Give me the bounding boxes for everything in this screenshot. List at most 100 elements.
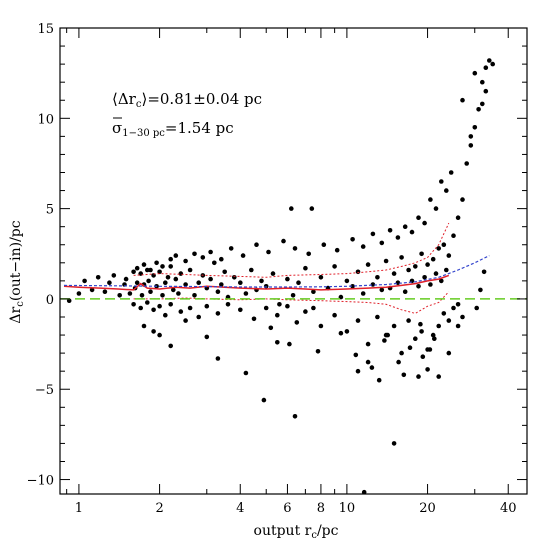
data-point: [370, 231, 376, 237]
data-point: [391, 271, 397, 276]
data-point: [474, 305, 480, 311]
data-point: [396, 359, 401, 365]
data-point: [416, 284, 421, 289]
data-point: [468, 143, 474, 148]
data-point: [251, 316, 257, 322]
data-point: [89, 287, 95, 293]
data-point: [406, 267, 411, 273]
data-point: [296, 280, 301, 286]
data-point: [148, 267, 153, 273]
data-point: [413, 336, 418, 342]
data-point: [243, 370, 249, 376]
data-point: [401, 372, 407, 378]
data-point: [287, 341, 292, 347]
data-point: [157, 332, 162, 338]
data-point: [460, 97, 465, 103]
x-tick-label: 6: [283, 501, 291, 516]
data-point: [306, 251, 312, 257]
data-point: [268, 325, 274, 331]
data-point: [107, 280, 112, 286]
data-point: [259, 278, 264, 284]
data-point: [444, 188, 449, 193]
x-tick-label: 4: [236, 501, 244, 516]
data-point: [425, 367, 430, 372]
data-point: [165, 275, 171, 280]
data-point: [176, 291, 181, 296]
data-point: [375, 314, 380, 320]
data-point: [446, 253, 452, 258]
data-point: [391, 323, 397, 329]
data-point: [263, 284, 269, 289]
data-point: [451, 305, 456, 311]
median-line: [63, 274, 450, 291]
data-point: [369, 365, 375, 370]
data-point: [433, 271, 439, 276]
data-point: [151, 329, 156, 334]
x-tick-label: 20: [419, 501, 436, 516]
data-point: [355, 269, 361, 275]
data-point: [379, 287, 385, 293]
data-point: [365, 262, 371, 267]
data-point: [315, 349, 321, 354]
data-point: [483, 88, 489, 94]
axis-ticks: 1 2 4 6 8 10 20 40 −10 −5 0 5 10 15: [27, 22, 527, 516]
data-point: [360, 244, 366, 249]
data-point: [468, 134, 474, 139]
data-point: [145, 267, 150, 273]
data-point: [160, 293, 165, 298]
data-point: [127, 291, 133, 296]
data-point: [187, 267, 193, 273]
plot-area: [60, 58, 527, 494]
data-point: [422, 275, 427, 280]
data-point: [275, 312, 280, 318]
data-point: [225, 302, 231, 307]
data-point: [355, 368, 361, 374]
y-tick-label: −5: [35, 383, 54, 398]
data-point: [146, 278, 151, 284]
data-point: [141, 323, 147, 329]
data-point: [399, 350, 404, 356]
data-point: [168, 302, 173, 307]
data-point: [379, 240, 385, 246]
data-point: [131, 302, 136, 307]
data-point: [446, 318, 452, 323]
y-tick-label: 0: [46, 293, 54, 308]
data-point: [238, 280, 243, 286]
data-point: [289, 206, 294, 211]
data-point: [478, 287, 483, 293]
data-point: [318, 323, 324, 329]
data-point: [344, 329, 350, 334]
data-point: [168, 343, 173, 349]
data-point: [402, 289, 408, 295]
data-point: [441, 311, 447, 316]
data-point: [360, 291, 366, 296]
data-point: [480, 79, 485, 85]
data-point: [433, 206, 439, 211]
data-point: [303, 265, 308, 271]
data-point: [131, 269, 136, 275]
data-point: [409, 229, 415, 235]
data-point: [183, 258, 188, 264]
data-point: [480, 101, 485, 107]
data-point: [183, 282, 188, 287]
data-point: [266, 249, 271, 255]
data-point: [375, 275, 380, 280]
data-point: [430, 332, 436, 338]
data-point: [472, 125, 478, 130]
data-point: [222, 269, 227, 275]
data-point: [460, 314, 465, 320]
data-point: [436, 246, 442, 251]
data-point: [441, 242, 447, 247]
data-point: [444, 267, 449, 273]
data-point: [243, 291, 249, 296]
data-point: [294, 320, 300, 325]
data-point: [212, 260, 217, 266]
data-point: [382, 338, 387, 343]
data-point: [428, 282, 433, 287]
data-point: [204, 303, 210, 309]
data-point: [285, 303, 290, 309]
plot-frame: [59, 27, 528, 495]
data-point: [134, 280, 140, 286]
y-tick-label: 10: [37, 112, 54, 127]
